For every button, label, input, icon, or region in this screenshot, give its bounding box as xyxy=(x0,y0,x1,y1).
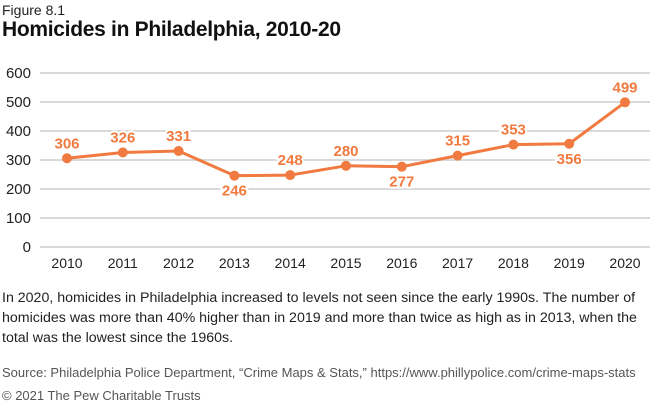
data-label-halo: 246 xyxy=(222,183,247,200)
x-tick-label: 2014 xyxy=(275,255,306,271)
data-label-halo: 277 xyxy=(389,174,414,191)
source-note: Source: Philadelphia Police Department, … xyxy=(2,365,636,380)
data-label: 248 xyxy=(278,152,303,169)
figure-label: Figure 8.1 xyxy=(2,2,66,18)
data-label: 353 xyxy=(501,122,526,139)
data-label-halo: 315 xyxy=(445,133,470,150)
data-label: 315 xyxy=(445,133,470,150)
data-label: 326 xyxy=(110,129,135,146)
copyright: © 2021 The Pew Charitable Trusts xyxy=(2,388,201,403)
x-tick-label: 2017 xyxy=(442,255,473,271)
data-label-halo: 356 xyxy=(557,151,582,168)
x-tick-label: 2019 xyxy=(554,255,585,271)
y-tick-label: 0 xyxy=(23,239,31,256)
y-tick-label: 600 xyxy=(6,65,31,82)
data-point xyxy=(285,170,296,181)
x-tick-label: 2011 xyxy=(108,255,138,271)
y-tick-label: 500 xyxy=(6,94,31,111)
data-label-halo: 280 xyxy=(333,143,358,160)
data-point xyxy=(173,146,184,157)
line-chart: 0 100 200 300 400 500 600 2010 2011 2012 2013 2014… xyxy=(6,65,650,271)
y-tick-label: 100 xyxy=(6,210,31,227)
data-point xyxy=(341,160,351,171)
data-point xyxy=(396,161,407,172)
x-tick-label: 2010 xyxy=(51,255,82,271)
data-label-halo: 306 xyxy=(54,135,79,152)
data-label: 331 xyxy=(166,128,191,145)
y-tick-label: 200 xyxy=(6,181,31,198)
data-label: 356 xyxy=(557,151,582,168)
data-point xyxy=(229,170,240,181)
x-tick-label: 2016 xyxy=(386,255,417,271)
chart-title: Homicides in Philadelphia, 2010-20 xyxy=(2,18,341,41)
data-label-halo: 499 xyxy=(612,79,637,96)
x-tick-label: 2018 xyxy=(498,255,529,271)
y-tick-label: 400 xyxy=(6,123,31,140)
x-tick-label: 2012 xyxy=(163,255,194,271)
data-point xyxy=(62,153,72,164)
data-label-halo: 353 xyxy=(501,122,526,139)
data-point xyxy=(117,147,128,158)
data-point xyxy=(564,138,575,149)
data-label-halo: 326 xyxy=(110,129,135,146)
data-label: 280 xyxy=(333,143,358,160)
data-label: 277 xyxy=(389,174,414,191)
x-tick-label: 2013 xyxy=(219,255,250,271)
x-tick-label: 2015 xyxy=(330,255,361,271)
x-tick-label: 2020 xyxy=(609,255,640,271)
data-label-halo: 248 xyxy=(278,152,303,169)
data-point xyxy=(452,150,463,161)
y-tick-label: 300 xyxy=(6,152,31,169)
caption: In 2020, homicides in Philadelphia incre… xyxy=(2,290,637,346)
data-label-halo: 331 xyxy=(166,128,191,145)
data-label: 499 xyxy=(612,79,637,96)
data-label: 246 xyxy=(222,183,247,200)
data-point xyxy=(620,97,630,108)
data-label: 306 xyxy=(54,135,79,152)
data-point xyxy=(508,139,519,150)
